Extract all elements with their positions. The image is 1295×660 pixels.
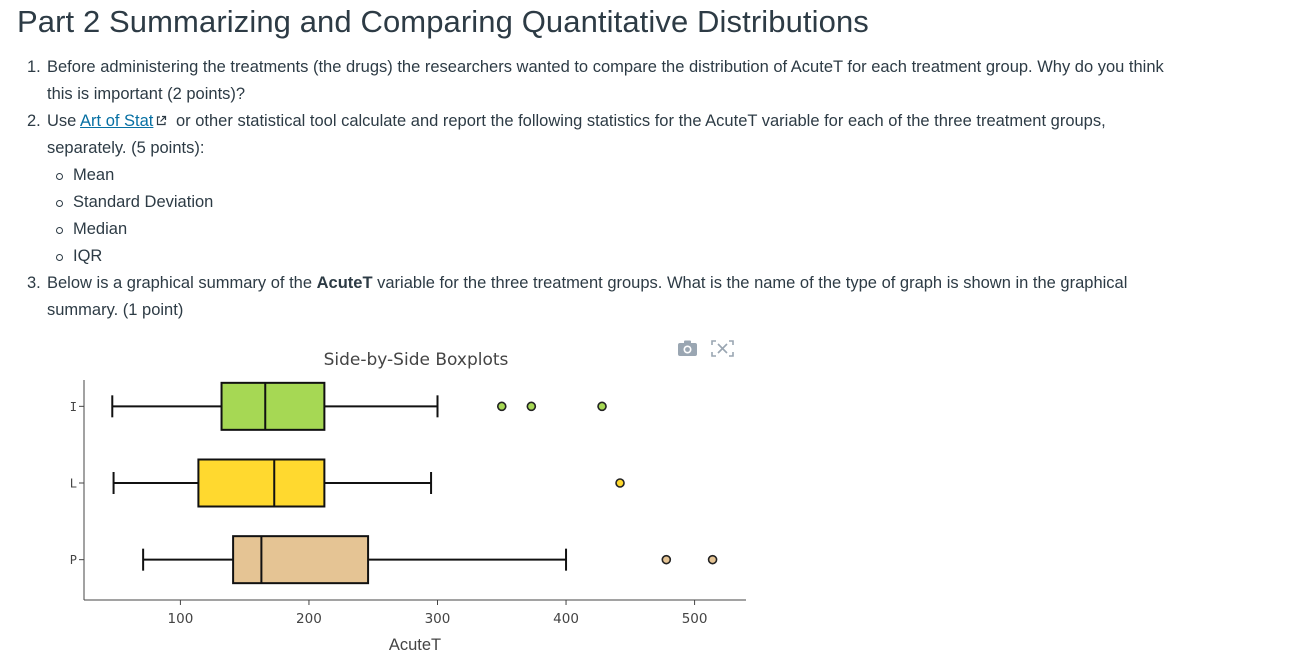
question-3-post-bold: variable for the three treatment groups.…	[372, 274, 1128, 292]
box-iqr	[232, 535, 370, 585]
question-2-line-1: Use Art of Stat or other statistical too…	[47, 108, 1277, 135]
question-2-post-link: or other statistical tool calculate and …	[171, 112, 1106, 130]
boxplot-svg: Side-by-Side Boxplots 100 200 300 400 500 Acut…	[70, 350, 746, 654]
bullet-icon	[56, 173, 63, 180]
question-1: 1. Before administering the treatments (…	[27, 54, 1277, 108]
question-number: 3.	[27, 274, 41, 292]
x-tick-label: 100	[168, 611, 194, 627]
art-of-stat-link[interactable]: Art of Stat	[80, 112, 154, 130]
question-3-line-1: Below is a graphical summary of the Acut…	[47, 270, 1277, 297]
question-number: 1.	[27, 58, 41, 76]
box-iqr	[220, 381, 326, 431]
list-item-label: Mean	[73, 166, 115, 184]
question-1-line-2: this is important (2 points)?	[47, 85, 246, 103]
bullet-icon	[56, 200, 63, 207]
box-L	[112, 458, 625, 508]
y-tick-label: P	[70, 553, 77, 567]
list-item-label: IQR	[73, 247, 103, 265]
chart-modebar	[678, 338, 740, 358]
x-axis-label: AcuteT	[389, 636, 441, 654]
question-3: 3. Below is a graphical summary of the A…	[27, 270, 1277, 324]
y-tick-label: L	[70, 477, 77, 491]
x-tick-label: 200	[296, 611, 322, 627]
box-iqr	[197, 458, 326, 508]
list-item-label: Median	[73, 220, 128, 238]
x-tick-label: 400	[553, 611, 579, 627]
statistics-list: Mean Standard Deviation Median IQR	[56, 162, 213, 270]
question-1-line-1: Before administering the treatments (the…	[47, 58, 1164, 76]
autoscale-icon[interactable]	[711, 340, 734, 357]
boxplot-chart: Side-by-Side Boxplots 100 200 300 400 500 Acut…	[0, 330, 760, 660]
outlier-point	[597, 401, 607, 412]
outlier-point	[615, 478, 625, 488]
outlier-point	[707, 554, 718, 565]
question-2: 2. Use Art of Stat or other statistical …	[27, 108, 1277, 162]
list-item: Median	[56, 216, 213, 243]
bullet-icon	[56, 254, 63, 261]
list-item: Mean	[56, 162, 213, 189]
x-tick-label: 300	[425, 611, 451, 627]
list-item: IQR	[56, 243, 213, 270]
y-tick-label: I	[70, 400, 77, 414]
outlier-point	[661, 554, 672, 565]
box-P	[142, 535, 718, 585]
list-item-label: Standard Deviation	[73, 193, 214, 211]
camera-icon[interactable]	[678, 340, 697, 357]
outlier-point	[526, 401, 537, 412]
bullet-icon	[56, 227, 63, 234]
chart-title: Side-by-Side Boxplots	[324, 350, 509, 370]
question-3-pre-bold: Below is a graphical summary of the	[47, 274, 317, 292]
question-2-line-2: separately. (5 points):	[47, 139, 205, 157]
external-link-icon	[157, 115, 167, 126]
outlier-point	[496, 401, 507, 412]
list-item: Standard Deviation	[56, 189, 213, 216]
question-number: 2.	[27, 112, 41, 130]
question-3-bold: AcuteT	[316, 274, 373, 292]
page-title: Part 2 Summarizing and Comparing Quantit…	[17, 4, 869, 39]
question-3-line-2: summary. (1 point)	[47, 301, 184, 319]
box-I	[111, 381, 607, 431]
question-2-pre-link: Use	[47, 112, 81, 130]
x-tick-label: 500	[682, 611, 708, 627]
